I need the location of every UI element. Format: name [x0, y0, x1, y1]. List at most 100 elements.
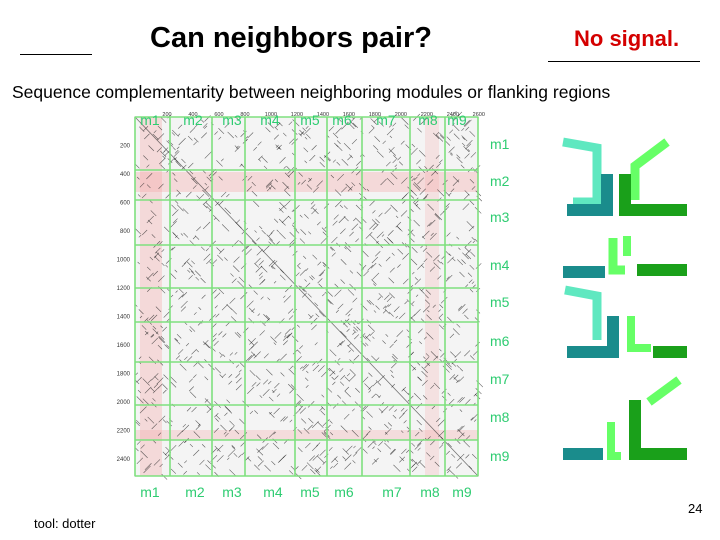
dot-segment	[149, 256, 154, 261]
dot-segment	[364, 335, 371, 342]
dot-segment	[161, 249, 165, 253]
dot-segment	[284, 172, 290, 178]
dot-segment	[361, 404, 369, 412]
dot-segment	[235, 145, 239, 149]
dot-segment	[312, 254, 318, 260]
dot-segment	[368, 372, 373, 377]
dot-segment	[306, 462, 314, 470]
dot-segment	[180, 233, 184, 236]
dot-segment	[207, 460, 211, 464]
dot-segment	[180, 300, 188, 308]
dot-segment	[351, 138, 358, 145]
dot-segment	[352, 452, 358, 457]
dot-segment	[340, 375, 346, 380]
dot-segment	[282, 181, 290, 189]
dot-segment	[418, 150, 426, 157]
dot-segment	[423, 356, 426, 359]
dot-segment	[445, 251, 450, 256]
dot-segment	[366, 411, 373, 418]
dot-segment	[457, 396, 463, 403]
dot-segment	[398, 412, 405, 419]
module-label-top: m3	[222, 112, 242, 128]
dot-segment	[184, 356, 188, 360]
dot-segment	[164, 344, 170, 350]
dot-segment	[433, 382, 441, 390]
dot-segment	[452, 328, 460, 336]
dot-segment	[160, 150, 167, 157]
dot-segment	[171, 132, 176, 136]
dot-segment	[381, 234, 385, 237]
dot-segment	[371, 457, 379, 465]
dot-segment	[176, 189, 182, 195]
dot-segment	[146, 164, 150, 168]
dot-segment	[251, 381, 257, 387]
dot-segment	[193, 431, 201, 439]
dot-segment	[176, 430, 184, 437]
dot-segment	[139, 406, 147, 414]
dot-segment	[424, 299, 431, 305]
dot-segment	[304, 136, 308, 140]
dot-segment	[161, 473, 168, 480]
dot-segment	[423, 196, 428, 200]
dot-segment	[141, 193, 147, 199]
dot-segment	[272, 388, 277, 394]
dot-segment	[421, 236, 426, 240]
dot-segment	[334, 289, 342, 297]
dot-segment	[205, 342, 211, 349]
dot-segment	[385, 161, 391, 167]
dot-segment	[231, 278, 237, 284]
dot-segment	[442, 365, 450, 373]
module-label-top: m1	[140, 112, 160, 128]
dot-segment	[135, 421, 140, 427]
dot-segment	[175, 338, 179, 342]
dot-segment	[147, 416, 155, 424]
dot-segment	[191, 260, 195, 265]
dot-segment	[249, 370, 256, 376]
dot-segment	[412, 183, 421, 191]
dot-segment	[138, 309, 144, 315]
dot-segment	[162, 451, 167, 456]
dot-segment	[343, 216, 349, 222]
dot-segment	[473, 419, 477, 422]
dot-segment	[422, 230, 430, 238]
dot-segment	[152, 387, 159, 394]
dot-segment	[273, 431, 277, 435]
dot-segment	[335, 309, 339, 313]
dot-segment	[230, 316, 237, 323]
y-tick-label: 600	[120, 200, 131, 206]
dot-segment	[189, 391, 197, 398]
dot-segment	[388, 146, 395, 153]
dot-segment	[321, 227, 327, 233]
dot-segment	[467, 148, 471, 152]
dot-segment	[372, 336, 375, 339]
dot-segment	[468, 279, 473, 284]
dot-segment	[151, 423, 158, 430]
dot-segment	[420, 117, 428, 125]
module-label-right: m9	[490, 448, 510, 464]
dot-segment	[339, 204, 344, 209]
dot-segment	[421, 264, 425, 269]
dot-segment	[311, 275, 315, 279]
dot-segment	[287, 308, 294, 314]
dot-segment	[470, 417, 474, 421]
dot-segment	[270, 229, 275, 234]
dot-segment	[328, 447, 333, 451]
slide-title: Can neighbors pair?	[150, 22, 432, 54]
dot-segment	[141, 229, 148, 236]
dot-segment	[326, 387, 333, 393]
dot-segment	[378, 212, 383, 217]
dot-segment	[217, 254, 224, 261]
dot-segment	[347, 289, 355, 296]
dot-segment	[227, 131, 234, 139]
dot-segment	[247, 175, 253, 181]
dot-segment	[222, 333, 227, 338]
dot-segment	[316, 221, 321, 226]
dot-segment	[390, 172, 398, 180]
dot-segment	[216, 455, 224, 463]
pair1-left-base	[567, 174, 613, 216]
dot-segment	[278, 207, 284, 213]
dot-segment	[194, 270, 201, 277]
dot-segment	[284, 190, 291, 197]
dot-segment	[416, 159, 421, 165]
dot-segment	[204, 186, 209, 191]
